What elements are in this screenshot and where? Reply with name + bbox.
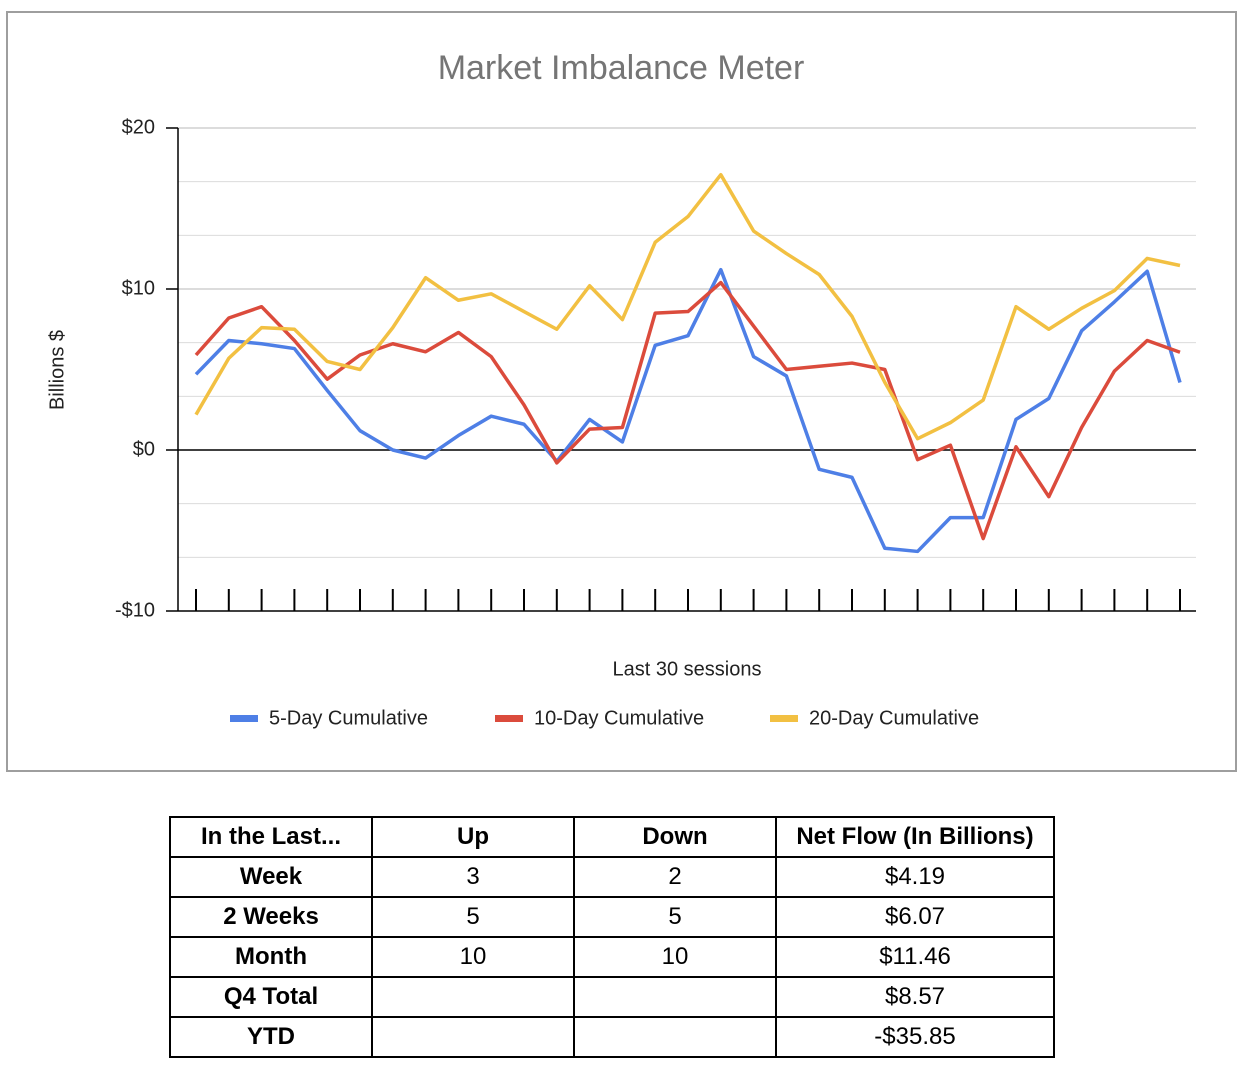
table-row: Month 10 10 $11.46: [169, 936, 1055, 978]
table-cell: 2 Weeks: [169, 896, 373, 938]
chart-frame: [6, 11, 1237, 772]
table-cell: 5: [573, 896, 777, 938]
legend-label: 10-Day Cumulative: [534, 707, 704, 729]
table-cell: [371, 1016, 575, 1058]
y-axis-title: Billions $: [46, 330, 68, 410]
table-cell: Q4 Total: [169, 976, 373, 1018]
y-tick-label: -$10: [115, 599, 155, 621]
chart-title: Market Imbalance Meter: [438, 49, 805, 87]
table-cell: -$35.85: [775, 1016, 1055, 1058]
legend-label: 5-Day Cumulative: [269, 707, 428, 729]
table-row: 2 Weeks 5 5 $6.07: [169, 896, 1055, 938]
table-row: In the Last... Up Down Net Flow (In Billion…: [169, 816, 1055, 858]
table-cell: YTD: [169, 1016, 373, 1058]
table-cell: Week: [169, 856, 373, 898]
summary-table: In the Last... Up Down Net Flow (In Billion…: [169, 816, 1055, 1058]
table-cell: Down: [573, 816, 777, 858]
table-cell: 10: [371, 936, 575, 978]
table-cell: [573, 1016, 777, 1058]
table-cell: In the Last...: [169, 816, 373, 858]
series-line: [194, 280, 1181, 541]
table-cell: $4.19: [775, 856, 1055, 898]
table-cell: [371, 976, 575, 1018]
y-tick-label: $20: [122, 116, 155, 138]
table-cell: 10: [573, 936, 777, 978]
y-tick-label: $0: [133, 438, 155, 460]
legend-label: 20-Day Cumulative: [809, 707, 979, 729]
series-line: [194, 267, 1182, 554]
table-cell: $11.46: [775, 936, 1055, 978]
table-cell: 3: [371, 856, 575, 898]
table-cell: 2: [573, 856, 777, 898]
x-axis-title: Last 30 sessions: [613, 658, 762, 680]
table-row: Q4 Total $8.57: [169, 976, 1055, 1018]
table-row: Week 3 2 $4.19: [169, 856, 1055, 898]
table-row: YTD -$35.85: [169, 1016, 1055, 1058]
legend-swatch: [770, 715, 798, 722]
y-tick-label: $10: [122, 277, 155, 299]
table-cell: $6.07: [775, 896, 1055, 938]
table-cell: Up: [371, 816, 575, 858]
table-cell: Net Flow (In Billions): [775, 816, 1055, 858]
series-line: [194, 172, 1181, 441]
table-cell: Month: [169, 936, 373, 978]
table-cell: 5: [371, 896, 575, 938]
legend-swatch: [230, 715, 258, 722]
table-cell: $8.57: [775, 976, 1055, 1018]
chart: Market Imbalance Meter Last 30 sessions …: [6, 11, 1237, 772]
legend-swatch: [495, 715, 523, 722]
table-cell: [573, 976, 777, 1018]
